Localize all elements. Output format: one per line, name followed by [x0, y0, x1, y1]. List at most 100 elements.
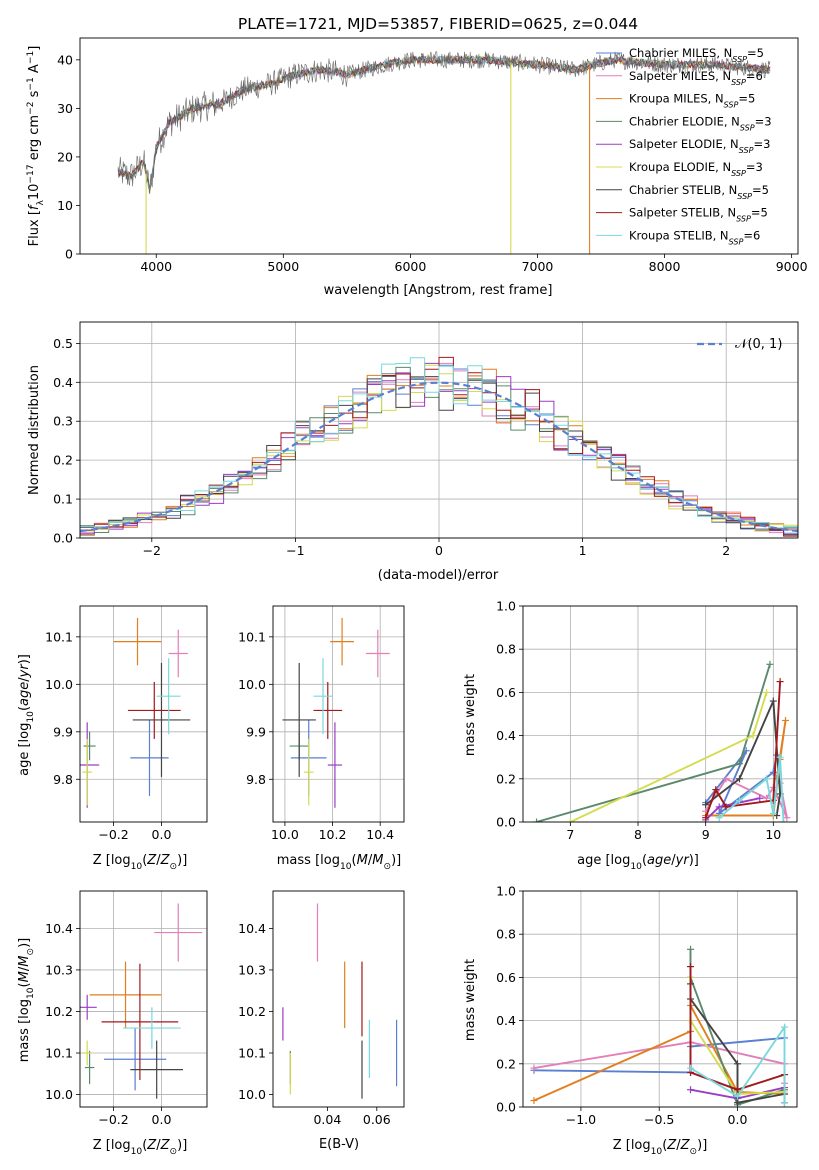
grid: [80, 891, 207, 1107]
legend: Chabrier MILES, NSSP=5 Salpeter MILES, NS…: [596, 46, 772, 246]
y-tick-label: 10.3: [45, 962, 73, 977]
y-tick-label: 10.1: [238, 1046, 266, 1061]
y-tick-label: 10.3: [238, 962, 266, 977]
grid: [523, 605, 797, 823]
legend-label: Kroupa ELODIE, NSSP=3: [629, 160, 763, 178]
panel-age-vs-mass: 10.0 10.2 10.4 9.8 9.9 10.0 10.1 mass [log10(M/…: [238, 605, 405, 872]
y-tick-label: 40: [57, 52, 73, 67]
x-axis-label: age [log10(age/yr)]: [577, 853, 699, 872]
x-tick-label: 0.0: [728, 1112, 748, 1127]
axes-frame: [522, 890, 798, 1108]
x-tick-label: −1.0: [566, 1112, 596, 1127]
x-tick-label: −0.2: [98, 827, 128, 842]
plot-area: [530, 945, 788, 1107]
y-tick-label: 1.0: [496, 884, 516, 899]
y-tick-label: 0.8: [496, 642, 516, 657]
grid: [80, 606, 207, 822]
y-tick-label: 0.5: [53, 336, 73, 351]
x-tick-label: 10.4: [366, 827, 394, 842]
y-tick-label: 30: [57, 101, 73, 116]
observed-spectrum-line: [117, 51, 771, 195]
y-tick-label: 0.4: [496, 728, 516, 743]
y-axis-label: mass weight: [463, 959, 478, 1041]
x-tick-label: 6000: [395, 259, 427, 274]
y-tick-label: 0.3: [53, 414, 73, 429]
legend-label: Salpeter STELIB, NSSP=5: [629, 206, 768, 224]
legend-label: Salpeter ELODIE, NSSP=3: [629, 137, 770, 155]
plot-area: [80, 903, 203, 1099]
y-tick-label: 10.1: [45, 629, 73, 644]
axes-frame: [79, 890, 208, 1108]
mass-weight-line: [718, 757, 785, 822]
x-tick-label: 7000: [522, 259, 554, 274]
x-tick-label: 0: [435, 543, 443, 558]
plot-area: [117, 51, 771, 254]
x-tick-label: 9000: [776, 259, 808, 274]
x-tick-label: 2: [722, 543, 730, 558]
legend-label: Kroupa MILES, NSSP=5: [629, 92, 755, 110]
y-tick-label: 10: [57, 198, 73, 213]
x-tick-label: 10: [765, 827, 781, 842]
y-tick-label: 10.0: [45, 1087, 73, 1102]
y-tick-label: 0.2: [496, 1056, 516, 1071]
axes-frame: [272, 890, 405, 1108]
y-tick-label: 0: [65, 247, 73, 262]
y-tick-label: 10.4: [45, 921, 73, 936]
axes-frame: [272, 605, 405, 823]
x-tick-label: −2: [143, 543, 161, 558]
x-tick-label: 0.06: [363, 1112, 391, 1127]
x-tick-label: 0.04: [313, 1112, 341, 1127]
mass-weight-line: [705, 797, 760, 821]
y-tick-label: 10.0: [238, 677, 266, 692]
y-tick-label: 10.1: [238, 629, 266, 644]
legend-label: Chabrier STELIB, NSSP=5: [629, 183, 769, 201]
y-tick-label: 20: [57, 149, 73, 164]
x-tick-label: −0.5: [644, 1112, 674, 1127]
y-tick-label: 9.9: [246, 724, 266, 739]
y-axis-label: Normed distribution: [27, 365, 42, 495]
legend-label: Kroupa STELIB, NSSP=6: [629, 228, 760, 246]
y-tick-label: 0.6: [496, 970, 516, 985]
x-axis-label: Z [log10(Z/Z⊙)]: [93, 1138, 188, 1157]
x-axis-label: mass [log10(M/M⊙)]: [277, 853, 401, 872]
y-tick-label: 9.8: [246, 772, 266, 787]
y-tick-label: 9.8: [53, 772, 73, 787]
x-tick-label: 8: [634, 827, 642, 842]
y-tick-label: 0.6: [496, 685, 516, 700]
grid: [523, 890, 797, 1108]
x-tick-label: 10.0: [271, 827, 299, 842]
x-tick-label: 4000: [140, 259, 172, 274]
figure-title: PLATE=1721, MJD=53857, FIBERID=0625, z=0…: [238, 15, 638, 33]
x-axis-label: E(B-V): [319, 1137, 359, 1152]
y-axis-label: mass [log10(M/M⊙)]: [17, 938, 36, 1062]
legend-label: Chabrier MILES, NSSP=5: [629, 46, 764, 64]
panels: 4000 5000 6000 7000 8000 9000010203040wavelen…: [17, 37, 808, 1157]
x-axis-label: (data-model)/error: [378, 568, 499, 583]
panel-massweight-vs-Z: −1.0 −0.5 0.0 0.0 0.2 0.4 0.6 0.8 1.0 Z [log10(Z/…: [463, 884, 798, 1157]
x-tick-label: 10.2: [319, 827, 347, 842]
legend-label: 𝒩(0, 1): [735, 337, 782, 352]
x-tick-label: 7: [566, 827, 574, 842]
axes-frame: [79, 605, 208, 823]
normal-reference-curve: [80, 381, 798, 533]
y-tick-label: 10.2: [238, 1004, 266, 1019]
x-tick-label: 5000: [267, 259, 299, 274]
y-tick-label: 0.8: [496, 927, 516, 942]
plot-area: [80, 356, 798, 537]
y-tick-label: 10.2: [45, 1004, 73, 1019]
x-tick-label: 1: [579, 543, 587, 558]
panel-age-vs-Z: −0.2 0.0 9.8 9.9 10.0 10.1 Z [log10(Z/Z⊙)] age …: [17, 605, 208, 872]
legend-label: Chabrier ELODIE, NSSP=3: [629, 114, 772, 131]
x-tick-label: 8000: [649, 259, 681, 274]
y-tick-label: 0.4: [496, 1013, 516, 1028]
axes-frame: [79, 37, 799, 255]
y-tick-label: 10.1: [45, 1046, 73, 1061]
axes-frame: [522, 605, 798, 823]
x-axis-label: wavelength [Angstrom, rest frame]: [324, 283, 553, 298]
plot-area: [533, 660, 791, 822]
x-tick-label: 0.0: [152, 827, 172, 842]
y-tick-label: 0.0: [496, 815, 516, 830]
panel-residuals: −2 −1 0 1 2 0.0 0.1 0.2 0.3 0.4 0.5 𝒩(0, 1) (data-mo…: [27, 321, 799, 583]
y-tick-label: 10.0: [238, 1087, 266, 1102]
grid: [273, 606, 404, 822]
